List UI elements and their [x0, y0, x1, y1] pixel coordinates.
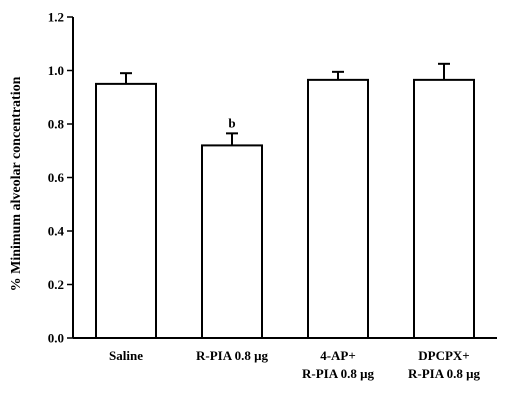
x-category-label: DPCPX+	[418, 348, 469, 363]
x-category-labels: Saline R-PIA 0.8 μg 4-AP+ R-PIA 0.8 μg DPCPX…	[109, 348, 480, 381]
bar	[95, 82, 157, 339]
significance-label: b	[228, 115, 235, 130]
y-tick-label: 1.2	[48, 10, 64, 25]
y-axis-label: % Minimum alveolar concentration	[9, 76, 24, 291]
y-tick-label: 0.8	[48, 117, 65, 132]
error-bars	[120, 62, 450, 146]
bar	[201, 144, 263, 339]
x-category-label: R-PIA 0.8 μg	[196, 348, 269, 363]
y-ticks: 0.0 0.2 0.4 0.6 0.8 1.0 1.2	[48, 10, 73, 346]
x-category-label: R-PIA 0.8 μg	[302, 366, 375, 381]
x-category-label: R-PIA 0.8 μg	[408, 366, 481, 381]
y-tick-label: 0.2	[48, 277, 64, 292]
y-tick-label: 0.6	[48, 170, 65, 185]
y-tick-label: 0.0	[48, 331, 64, 346]
y-tick-label: 0.4	[48, 224, 65, 239]
x-category-label: 4-AP+	[320, 348, 356, 363]
y-tick-label: 1.0	[48, 63, 64, 78]
bar	[307, 78, 369, 340]
bar	[413, 78, 475, 340]
annotations: b	[228, 115, 235, 130]
x-category-label: Saline	[109, 348, 143, 363]
bars	[95, 78, 475, 340]
y-axis-label-group: % Minimum alveolar concentration	[9, 76, 24, 291]
